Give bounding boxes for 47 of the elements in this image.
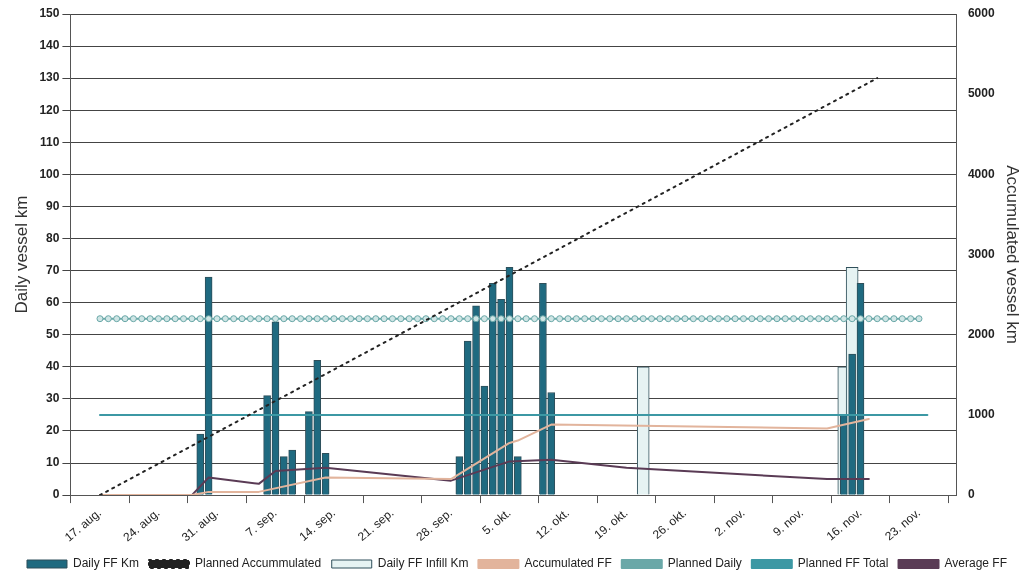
y-tick-label: 140 [39, 38, 60, 53]
y2-tick-label: 0 [967, 487, 975, 502]
y2-tick-label: 5000 [967, 86, 995, 101]
x-tick-label: 31. aug. [178, 505, 222, 545]
x-tick-label: 2. nov. [711, 505, 748, 539]
x-tick-label: 7. sep. [242, 505, 280, 540]
y2-axis-title: Accumulated vessel km [1003, 165, 1023, 344]
x-tick-label: 9. nov. [770, 505, 807, 539]
y2-tick-label: 1000 [967, 407, 995, 422]
legend-label: Daily FF Infill Km [377, 556, 469, 571]
y-tick-label: 150 [39, 6, 60, 21]
y-tick-label: 50 [46, 327, 60, 342]
y-axis-title: Daily vessel km [11, 195, 31, 314]
y-tick-label: 80 [46, 230, 60, 245]
x-tick-label: 14. sep. [296, 505, 339, 544]
y-tick-label: 90 [46, 198, 60, 213]
x-tick-label: 19. okt. [591, 505, 631, 542]
y2-tick-label: 2000 [967, 327, 995, 342]
y-tick-label: 30 [46, 391, 60, 406]
y2-tick-label: 4000 [967, 166, 995, 181]
x-tick-label: 17. aug. [61, 505, 105, 545]
y-tick-label: 10 [46, 455, 60, 470]
y-tick-label: 130 [39, 70, 60, 85]
x-tick-label: 26. okt. [649, 505, 690, 542]
legend-label: Daily FF Km [73, 556, 139, 571]
y2-tick-label: 3000 [967, 246, 995, 261]
x-tick-label: 16. nov. [823, 505, 865, 544]
y-tick-label: 120 [39, 102, 60, 117]
x-tick-label: 23. nov. [882, 505, 924, 544]
x-tick-label: 12. okt. [532, 505, 573, 542]
y-tick-label: 20 [46, 423, 60, 438]
x-tick-label: 28. sep. [413, 505, 456, 544]
y-tick-label: 100 [39, 166, 60, 181]
y-tick-label: 70 [46, 262, 60, 277]
y-tick-label: 40 [46, 359, 60, 374]
legend-label: Accumulated FF [524, 556, 612, 571]
x-tick-label: 5. okt. [479, 505, 514, 538]
y-tick-label: 110 [40, 134, 60, 149]
x-tick-label: 24. aug. [120, 505, 163, 545]
legend-label: Planned Accummulated [195, 556, 322, 571]
y2-tick-label: 6000 [967, 6, 995, 21]
y-tick-label: 60 [46, 294, 60, 309]
legend-label: Average FF [944, 556, 1008, 571]
y-tick-label: 0 [52, 487, 60, 502]
legend-label: Planned FF Total [797, 556, 889, 571]
x-tick-label: 21. sep. [354, 505, 397, 544]
legend-label: Planned Daily [667, 556, 742, 571]
